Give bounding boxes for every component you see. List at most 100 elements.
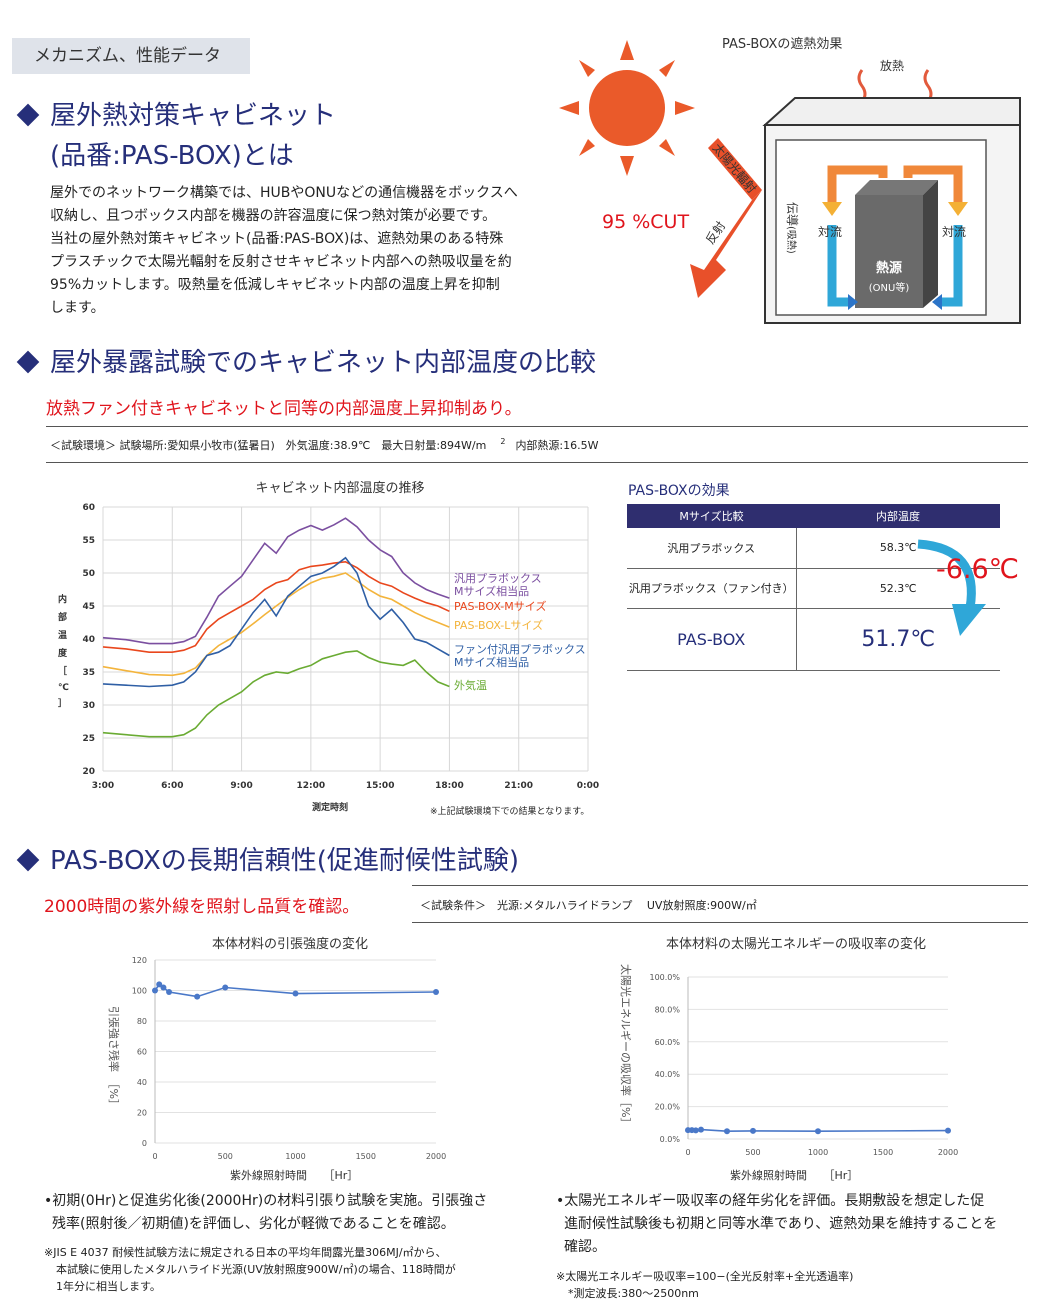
inner-conduction-label: 伝導	[785, 202, 799, 226]
data-point	[698, 1126, 704, 1133]
data-point	[160, 984, 167, 991]
y-tick-label: 20	[137, 1109, 147, 1118]
x-tick-label: 15:00	[366, 781, 395, 791]
y-tick-label: 55	[82, 536, 95, 546]
y-tick-label: 80.0%	[655, 1005, 681, 1014]
sec1-body-line: 屋外でのネットワーク構築では、HUBやONUなどの通信機器をボックスへ	[50, 185, 518, 201]
divider	[46, 462, 1028, 463]
y-tick-label: 40.0%	[655, 1070, 681, 1079]
data-point	[194, 993, 201, 1000]
sec2-title: 屋外暴露試験でのキャビネット内部温度の比較	[14, 345, 596, 381]
sec1-body-line: 95%カットします。吸熱量を低減しキャビネット内部の温度上昇を抑制	[50, 277, 500, 293]
arrow-head	[848, 294, 858, 310]
effect-row-name: 汎用プラボックス	[627, 528, 796, 569]
y-tick-label: 0	[142, 1139, 147, 1148]
reflect-arrow	[690, 190, 762, 298]
sec1-body-line: 当社の屋外熱対策キャビネット(品番:PAS-BOX)は、遮熱効果のある特殊	[50, 231, 504, 247]
x-tick-label: 1000	[808, 1148, 828, 1157]
chart1-xlabel: 測定時刻	[312, 801, 348, 813]
chart3-xlabel: 紫外線照射時間 ［Hr］	[730, 1168, 858, 1182]
y-tick-label: 20.0%	[655, 1103, 681, 1112]
y-tick-label: 50	[82, 569, 95, 579]
heat-shield-diagram: PAS-BOXの遮熱効果 放熱 伝導 熱源 (ONU等) 対流 対流 伝導 (吸…	[559, 36, 1021, 324]
svg-text:［: ［	[58, 665, 67, 677]
sec3-subtitle: 2000時間の紫外線を照射し品質を確認。	[44, 897, 360, 917]
sec3-title-text: PAS-BOXの長期信頼性(促進耐候性試験)	[50, 846, 520, 876]
legend-item: 汎用プラボックス	[454, 571, 542, 585]
test-env-text: ＜試験環境＞ 試験場所:愛知県小牧市(猛暑日) 外気温度:38.9℃ 最大日射量…	[50, 439, 487, 452]
y-tick-label: 30	[82, 701, 95, 711]
sec1-title: 屋外熱対策キャビネット	[14, 98, 336, 134]
x-tick-label: 12:00	[297, 781, 326, 791]
cabinet-lid	[762, 97, 1021, 126]
solar-label: 太陽光輻射	[710, 140, 760, 196]
effect-row-name: PAS-BOX	[627, 608, 796, 671]
convection-right-label: 対流	[942, 225, 966, 239]
arrow-head	[822, 202, 842, 216]
sec1-body: 屋外でのネットワーク構築では、HUBやONUなどの通信機器をボックスへ 収納し、…	[50, 182, 550, 320]
section-tag: メカニズム、性能データ	[12, 38, 250, 74]
series-line	[102, 560, 450, 653]
x-tick-label: 1500	[873, 1148, 893, 1157]
svg-text:温: 温	[58, 629, 67, 641]
absorption-chart: 本体材料の太陽光エネルギーの吸収率の変化 0.0% 20.0% 40.0% 60.0%…	[619, 936, 958, 1182]
svg-text:内: 内	[58, 593, 67, 605]
tensile-chart: 本体材料の引張強度の変化 0 20 40 60 80 100 120 0 500 1000 1500…	[107, 936, 446, 1182]
svg-text:度: 度	[58, 647, 68, 659]
left-bullet-line: •初期(0Hr)と促進劣化後(2000Hr)の材料引張り試験を実施。引張強さ	[44, 1193, 488, 1209]
divider	[46, 426, 1028, 427]
left-note: ※JIS E 4037 耐候性試験方法に規定される日本の平均年間露光量306MJ…	[44, 1244, 456, 1295]
legend-item: Mサイズ相当品	[454, 655, 529, 669]
y-tick-label: 45	[82, 602, 95, 612]
test-env-sup: 2	[500, 437, 506, 447]
x-tick-label: 500	[745, 1148, 760, 1157]
svg-text:］: ］	[58, 698, 67, 709]
sec1-title-line2: (品番:PAS-BOX)とは	[50, 141, 294, 171]
series-line	[102, 556, 450, 688]
data-point	[945, 1127, 951, 1134]
legend-item: PAS-BOX-Mサイズ	[454, 599, 546, 613]
legend-item: Mサイズ相当品	[454, 584, 529, 598]
x-tick-label: 2000	[938, 1148, 958, 1157]
legend-item: ファン付汎用プラボックス	[454, 642, 586, 656]
heat-source-sub: (ONU等)	[869, 281, 910, 294]
arrow-head	[932, 294, 942, 310]
sec2-title-text: 屋外暴露試験でのキャビネット内部温度の比較	[50, 348, 597, 378]
y-tick-label: 60	[137, 1048, 147, 1057]
series-line	[102, 650, 450, 738]
effect-header: 内部温度	[796, 504, 1000, 528]
y-tick-label: 100.0%	[649, 973, 680, 982]
effect-header: Mサイズ比較	[627, 504, 796, 528]
y-tick-label: 25	[82, 734, 95, 744]
data-point	[292, 990, 299, 997]
x-tick-label: 1500	[356, 1152, 376, 1161]
convection-left-label: 対流	[818, 225, 842, 239]
absorb-label: (吸熱)	[785, 226, 798, 254]
right-note: ※太陽光エネルギー吸収率=100−(全光反射率+全光透過率) *測定波長:380…	[556, 1268, 853, 1302]
x-tick-label: 500	[218, 1152, 233, 1161]
diamond-bullet-icon	[16, 103, 40, 126]
x-tick-label: 0:00	[577, 781, 599, 791]
data-point	[750, 1127, 756, 1134]
sec1-body-line: します。	[50, 300, 105, 316]
x-tick-label: 0	[152, 1152, 157, 1161]
test-conditions: ＜試験条件＞ 光源:メタルハライドランプ UV放射照度:900W/㎡	[420, 899, 757, 912]
test-environment: ＜試験環境＞ 試験場所:愛知県小牧市(猛暑日) 外気温度:38.9℃ 最大日射量…	[50, 437, 599, 453]
chart1-title: キャビネット内部温度の推移	[255, 480, 424, 496]
x-tick-label: 9:00	[230, 781, 252, 791]
x-tick-label: 1000	[285, 1152, 305, 1161]
data-point	[692, 1127, 699, 1134]
left-note-line: ※JIS E 4037 耐候性試験方法に規定される日本の平均年間露光量306MJ…	[44, 1246, 447, 1259]
data-point	[724, 1128, 730, 1135]
heat-source-side	[923, 180, 938, 308]
y-tick-label: 120	[132, 956, 147, 965]
test-env-tail: 内部熱源:16.5W	[515, 439, 599, 452]
data-point	[166, 989, 173, 996]
x-tick-label: 21:00	[504, 781, 533, 791]
chart1-legend: 汎用プラボックス Mサイズ相当品 PAS-BOX-Mサイズ PAS-BOX-Lサ…	[454, 571, 586, 692]
data-point	[152, 987, 158, 994]
divider	[412, 885, 1028, 886]
x-tick-label: 18:00	[435, 781, 464, 791]
sec1-title-line1: 屋外熱対策キャビネット	[50, 101, 337, 131]
heat-source-top	[855, 180, 938, 195]
